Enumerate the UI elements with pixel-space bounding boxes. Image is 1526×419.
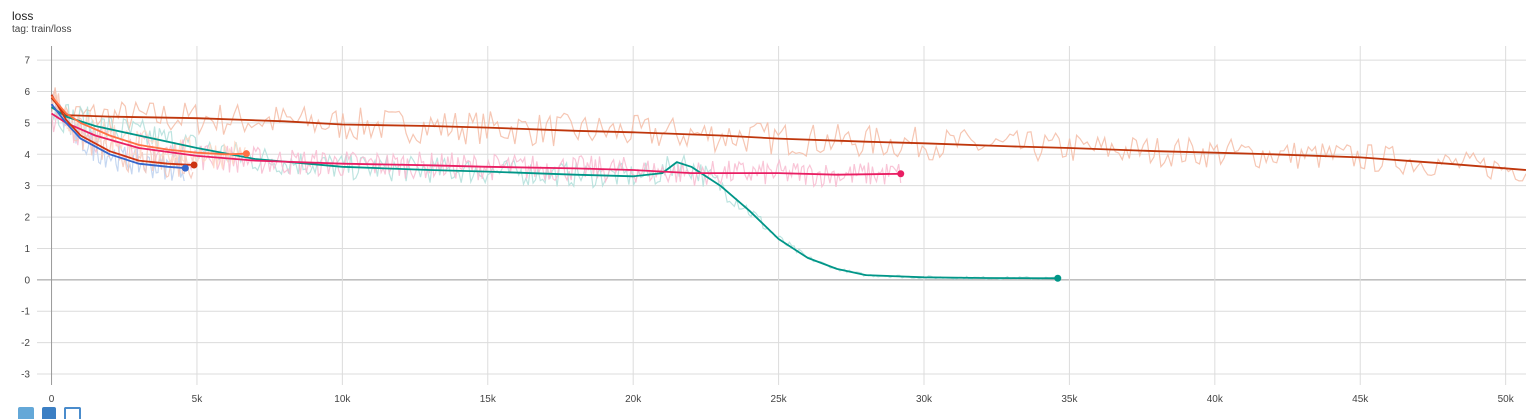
y-tick-label: -1 [21, 307, 30, 318]
loss-chart[interactable]: -3 -2 -1 0 1 2 3 4 5 6 7 0 5k 10k 15k 20k 25k 30k 35k 40k 4… [0, 0, 1526, 405]
chart-toolbar [18, 407, 81, 419]
y-tick-labels: -3 -2 -1 0 1 2 3 4 5 6 7 [21, 56, 30, 381]
x-tick-label: 0 [49, 394, 55, 405]
x-tick-label: 20k [625, 394, 642, 405]
series-endpoint[interactable] [897, 170, 904, 177]
x-tick-label: 25k [771, 394, 788, 405]
grid-lines [37, 46, 1526, 385]
y-tick-label: 0 [24, 275, 30, 286]
x-tick-label: 35k [1061, 394, 1078, 405]
y-tick-label: 6 [24, 87, 30, 98]
x-tick-label: 50k [1498, 394, 1515, 405]
zoom-icon[interactable] [64, 407, 81, 419]
raw-series [52, 87, 1526, 279]
y-tick-label: -2 [21, 338, 30, 349]
x-tick-labels: 0 5k 10k 15k 20k 25k 30k 35k 40k 45k 50k [49, 394, 1515, 405]
y-tick-label: 5 [24, 118, 30, 129]
log-scale-icon[interactable] [42, 407, 56, 419]
series-endpoint[interactable] [243, 150, 250, 157]
x-tick-label: 45k [1352, 394, 1369, 405]
x-tick-label: 15k [480, 394, 497, 405]
series-endpoint[interactable] [191, 161, 198, 168]
y-tick-label: 3 [24, 181, 30, 192]
raw-series-line [52, 87, 1526, 180]
y-tick-label: 7 [24, 56, 30, 67]
series-endpoint[interactable] [1054, 275, 1061, 282]
x-tick-label: 30k [916, 394, 933, 405]
fit-domain-icon[interactable] [18, 407, 34, 419]
y-tick-label: 1 [24, 244, 30, 255]
y-tick-label: -3 [21, 370, 30, 381]
series-endpoint[interactable] [182, 165, 189, 172]
x-tick-label: 40k [1207, 394, 1224, 405]
x-tick-label: 10k [334, 394, 351, 405]
y-tick-label: 2 [24, 213, 30, 224]
x-tick-label: 5k [192, 394, 204, 405]
y-tick-label: 4 [24, 150, 30, 161]
smoothed-series [52, 95, 1526, 279]
